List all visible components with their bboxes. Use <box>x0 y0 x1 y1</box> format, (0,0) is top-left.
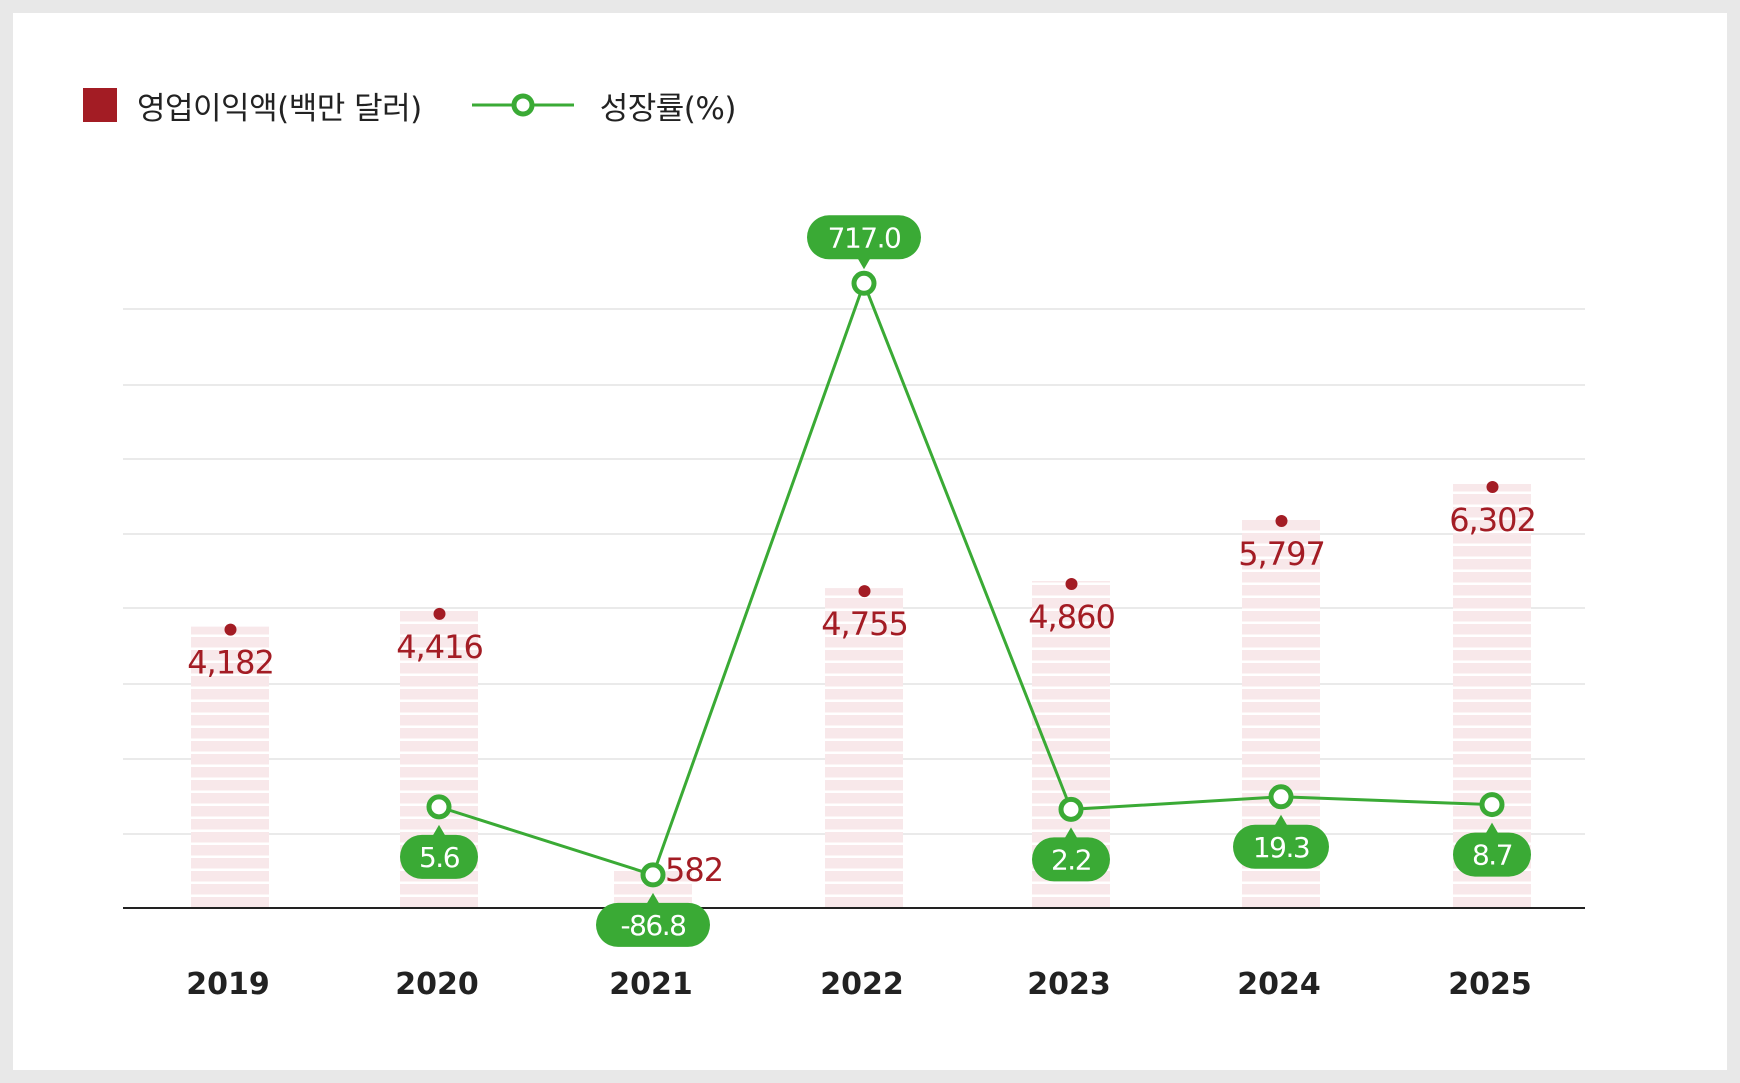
growth-value-label-2022: 717.0 <box>828 221 901 254</box>
bar-value-label-2025: 6,302 <box>1449 501 1536 539</box>
growth-point-2024 <box>1268 784 1294 810</box>
bar-2019 <box>191 626 269 908</box>
growth-label-pointer-2023 <box>1064 827 1078 840</box>
growth-label-bubble-2022 <box>807 215 921 260</box>
growth-value-label-2020: 5.6 <box>419 841 460 874</box>
growth-label-pointer-2022 <box>857 257 871 270</box>
bar-2022 <box>825 588 903 908</box>
legend-bar-label: 영업이익액(백만 달러) <box>137 90 422 127</box>
growth-point-2021 <box>640 862 666 888</box>
growth-label-bubble-2020 <box>400 834 478 879</box>
legend-bar-swatch <box>83 88 117 122</box>
bar-marker-2022 <box>858 585 871 598</box>
bar-value-label-2023: 4,860 <box>1028 598 1115 636</box>
growth-value-label-2024: 19.3 <box>1253 831 1309 864</box>
growth-value-label-2023: 2.2 <box>1051 843 1091 876</box>
growth-rate-line <box>438 281 1493 877</box>
growth-value-label-2025: 8.7 <box>1472 839 1512 872</box>
x-tick-label-2022: 2022 <box>820 967 904 1002</box>
growth-point-2022 <box>851 270 877 296</box>
legend-line-icon <box>471 93 574 117</box>
growth-label-pointer-2020 <box>432 824 446 837</box>
growth-label-bubble-2024 <box>1233 824 1329 869</box>
bar-marker-2019 <box>224 623 237 636</box>
growth-value-label-2021: -86.8 <box>621 909 686 942</box>
chart-legend: 영업이익액(백만 달러) 성장률(%) <box>83 83 736 127</box>
bar-value-label-2022: 4,755 <box>821 605 908 643</box>
growth-point-2025 <box>1479 792 1505 818</box>
x-tick-label-2023: 2023 <box>1027 967 1111 1002</box>
growth-label-pointer-2024 <box>1274 814 1288 827</box>
x-tick-label-2025: 2025 <box>1448 967 1532 1002</box>
bar-marker-2023 <box>1065 578 1078 591</box>
growth-label-pointer-2021 <box>646 892 660 905</box>
legend-line-marker <box>471 90 574 120</box>
growth-label-bubble-2025 <box>1453 832 1531 877</box>
x-tick-label-2021: 2021 <box>609 967 693 1002</box>
growth-label-bubble-2023 <box>1032 837 1110 882</box>
x-tick-label-2024: 2024 <box>1237 967 1321 1002</box>
bar-value-label-2020: 4,416 <box>396 628 483 666</box>
growth-label-bubble-2021 <box>596 902 710 947</box>
x-tick-label-2019: 2019 <box>186 967 270 1002</box>
bar-value-label-2021: 582 <box>665 851 723 889</box>
bar-marker-2020 <box>433 607 446 620</box>
bar-marker-2025 <box>1486 481 1499 493</box>
bar-marker-2024 <box>1275 514 1288 527</box>
growth-label-pointer-2025 <box>1485 822 1499 835</box>
growth-point-2023 <box>1058 796 1084 822</box>
bar-value-label-2024: 5,797 <box>1238 535 1325 573</box>
x-tick-label-2020: 2020 <box>395 967 479 1002</box>
growth-point-2020 <box>426 794 452 820</box>
bar-value-label-2019: 4,182 <box>187 644 274 682</box>
legend-line-label: 성장률(%) <box>599 90 737 127</box>
